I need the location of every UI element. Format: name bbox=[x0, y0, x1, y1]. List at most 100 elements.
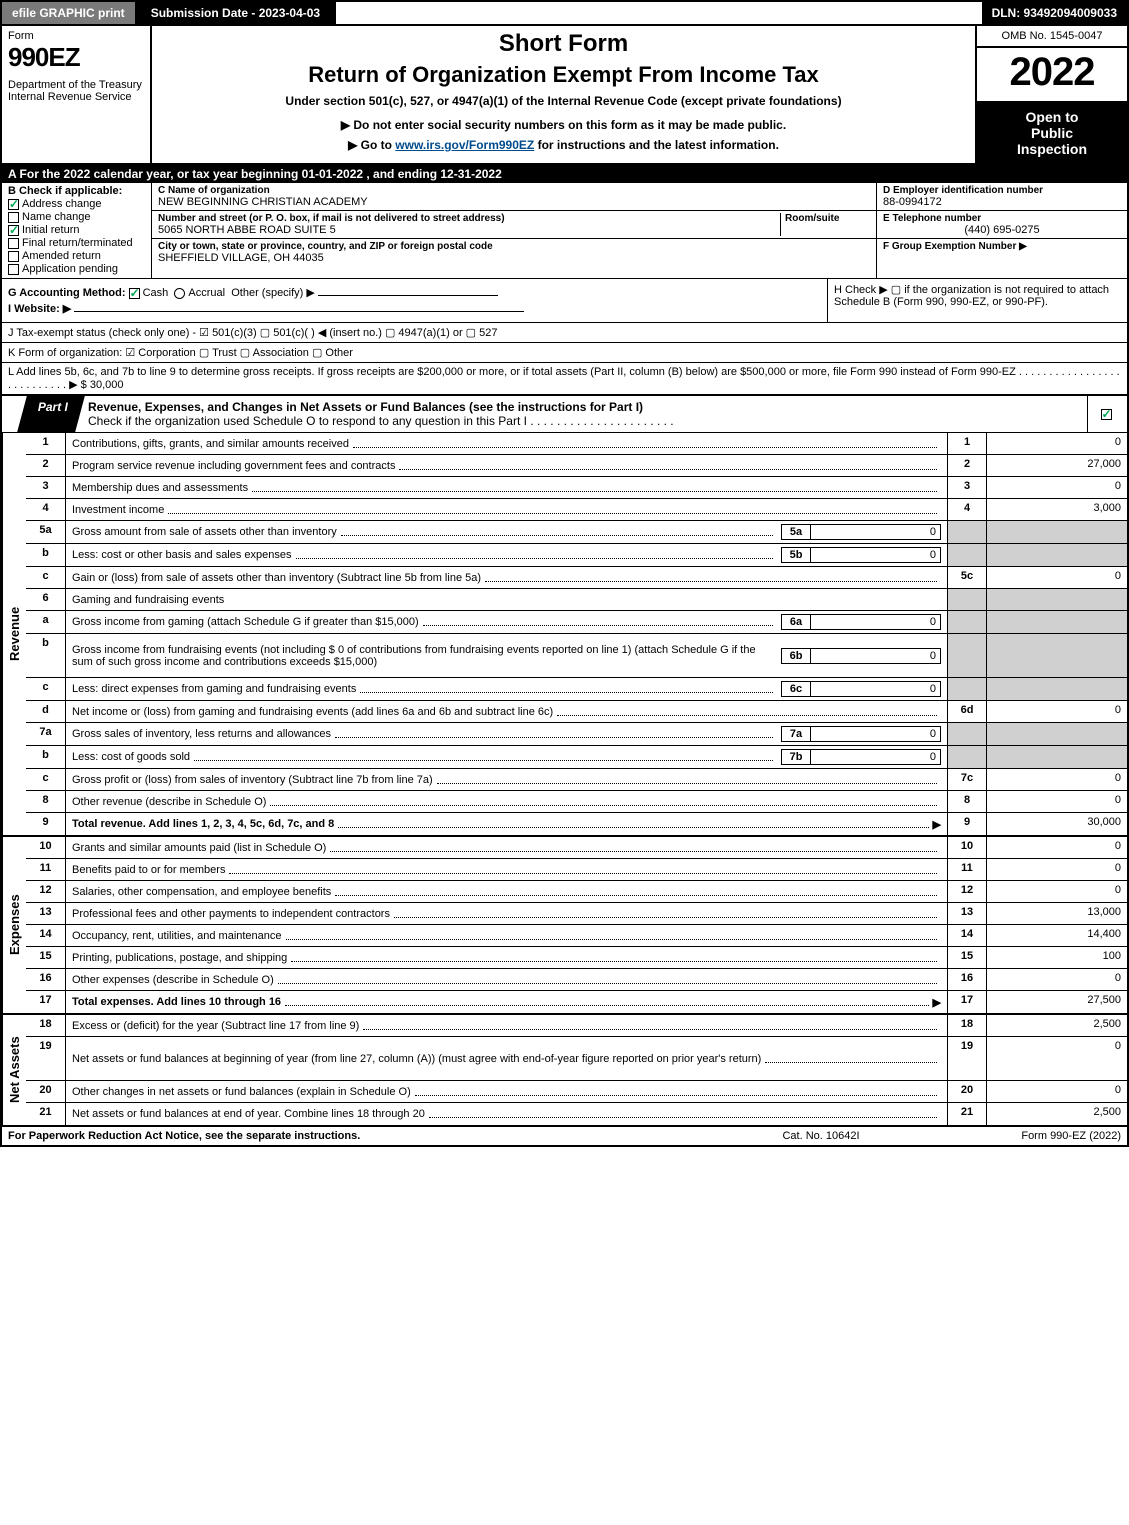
expenses-side-label: Expenses bbox=[2, 837, 26, 1013]
omb-number: OMB No. 1545-0047 bbox=[977, 26, 1127, 48]
line-description: Gross amount from sale of assets other t… bbox=[66, 521, 947, 543]
accrual-label: Accrual bbox=[188, 287, 225, 299]
result-line-number: 2 bbox=[947, 455, 987, 476]
result-amount: 0 bbox=[987, 567, 1127, 588]
result-amount: 14,400 bbox=[987, 925, 1127, 946]
group-exemption-label: F Group Exemption Number ▶ bbox=[883, 241, 1121, 252]
line-number: 3 bbox=[26, 477, 66, 498]
line-description: Gross income from fundraising events (no… bbox=[66, 634, 947, 677]
footer-mid: Cat. No. 10642I bbox=[721, 1130, 921, 1142]
line-description: Professional fees and other payments to … bbox=[66, 903, 947, 924]
line-number: c bbox=[26, 678, 66, 700]
org-city-cell: City or town, state or province, country… bbox=[152, 239, 876, 266]
table-row: 10Grants and similar amounts paid (list … bbox=[26, 837, 1127, 859]
checkbox-icon[interactable] bbox=[8, 225, 19, 236]
line-description: Less: cost or other basis and sales expe… bbox=[66, 544, 947, 566]
line-number: 21 bbox=[26, 1103, 66, 1125]
net-assets-table: 18Excess or (deficit) for the year (Subt… bbox=[26, 1015, 1127, 1125]
line-description: Grants and similar amounts paid (list in… bbox=[66, 837, 947, 858]
submission-date: Submission Date - 2023-04-03 bbox=[137, 2, 336, 24]
sub-line-number: 5a bbox=[781, 524, 811, 540]
cash-checkbox[interactable] bbox=[129, 288, 140, 299]
section-b-item-label: Name change bbox=[22, 211, 91, 223]
arrow-icon: ▶ bbox=[933, 996, 941, 1009]
table-row: bLess: cost or other basis and sales exp… bbox=[26, 544, 1127, 567]
line-description: Gaming and fundraising events bbox=[66, 589, 947, 610]
sub-amount-box: 6b0 bbox=[781, 648, 941, 664]
line-number: c bbox=[26, 567, 66, 588]
line-number: 8 bbox=[26, 791, 66, 812]
section-b-item[interactable]: Name change bbox=[8, 211, 145, 223]
table-row: 6Gaming and fundraising events bbox=[26, 589, 1127, 611]
section-b-item[interactable]: Initial return bbox=[8, 224, 145, 236]
section-b-item[interactable]: Address change bbox=[8, 198, 145, 210]
open-to-public-inspection: Open to Public Inspection bbox=[977, 103, 1127, 163]
org-street-label: Number and street (or P. O. box, if mail… bbox=[158, 213, 780, 224]
table-row: 12Salaries, other compensation, and empl… bbox=[26, 881, 1127, 903]
checkbox-icon[interactable] bbox=[8, 251, 19, 262]
table-row: 1Contributions, gifts, grants, and simil… bbox=[26, 433, 1127, 455]
page-footer: For Paperwork Reduction Act Notice, see … bbox=[0, 1127, 1129, 1147]
line-description: Gross sales of inventory, less returns a… bbox=[66, 723, 947, 745]
line-number: 20 bbox=[26, 1081, 66, 1102]
line-number: 14 bbox=[26, 925, 66, 946]
efile-print-button[interactable]: efile GRAPHIC print bbox=[2, 2, 137, 24]
result-line-number: 11 bbox=[947, 859, 987, 880]
other-specify-line[interactable] bbox=[318, 295, 498, 296]
result-line-number: 18 bbox=[947, 1015, 987, 1036]
result-line-number: 15 bbox=[947, 947, 987, 968]
line-number: 12 bbox=[26, 881, 66, 902]
result-amount: 0 bbox=[987, 477, 1127, 498]
result-amount: 13,000 bbox=[987, 903, 1127, 924]
checkbox-icon[interactable] bbox=[8, 212, 19, 223]
section-b-item[interactable]: Application pending bbox=[8, 263, 145, 275]
part-i-tab: Part I bbox=[17, 396, 85, 432]
checkbox-icon[interactable] bbox=[8, 238, 19, 249]
result-line-number: 14 bbox=[947, 925, 987, 946]
result-line-number: 21 bbox=[947, 1103, 987, 1125]
line-number: 6 bbox=[26, 589, 66, 610]
sub-line-number: 6a bbox=[781, 614, 811, 630]
section-b-item-label: Address change bbox=[22, 198, 102, 210]
line-number: 10 bbox=[26, 837, 66, 858]
result-line-number bbox=[947, 589, 987, 610]
row-a-tax-year: A For the 2022 calendar year, or tax yea… bbox=[0, 165, 1129, 183]
line-number: 15 bbox=[26, 947, 66, 968]
result-line-number bbox=[947, 544, 987, 566]
row-l-text: L Add lines 5b, 6c, and 7b to line 9 to … bbox=[8, 366, 1120, 391]
result-line-number: 10 bbox=[947, 837, 987, 858]
line-description: Other changes in net assets or fund bala… bbox=[66, 1081, 947, 1102]
result-amount bbox=[987, 521, 1127, 543]
table-row: 8Other revenue (describe in Schedule O)8… bbox=[26, 791, 1127, 813]
table-row: 5aGross amount from sale of assets other… bbox=[26, 521, 1127, 544]
part-i-checkbox[interactable] bbox=[1101, 409, 1112, 420]
line-number: 18 bbox=[26, 1015, 66, 1036]
footer-right: Form 990-EZ (2022) bbox=[921, 1130, 1121, 1142]
section-b-item[interactable]: Amended return bbox=[8, 250, 145, 262]
table-row: 11Benefits paid to or for members110 bbox=[26, 859, 1127, 881]
tax-year: 2022 bbox=[977, 48, 1127, 103]
line-description: Less: direct expenses from gaming and fu… bbox=[66, 678, 947, 700]
accrual-radio[interactable] bbox=[174, 288, 185, 299]
expenses-section: Expenses 10Grants and similar amounts pa… bbox=[0, 837, 1129, 1015]
line-number: 9 bbox=[26, 813, 66, 835]
line-number: 7a bbox=[26, 723, 66, 745]
checkbox-icon[interactable] bbox=[8, 264, 19, 275]
cash-label: Cash bbox=[143, 287, 169, 299]
irs-link[interactable]: www.irs.gov/Form990EZ bbox=[395, 138, 534, 152]
line-description: Program service revenue including govern… bbox=[66, 455, 947, 476]
section-b-item[interactable]: Final return/terminated bbox=[8, 237, 145, 249]
revenue-side-label: Revenue bbox=[2, 433, 26, 835]
result-amount: 0 bbox=[987, 433, 1127, 454]
result-amount: 100 bbox=[987, 947, 1127, 968]
result-amount bbox=[987, 544, 1127, 566]
result-amount: 0 bbox=[987, 1081, 1127, 1102]
line-number: 2 bbox=[26, 455, 66, 476]
section-bcdef: B Check if applicable: Address changeNam… bbox=[0, 183, 1129, 279]
line-description: Total revenue. Add lines 1, 2, 3, 4, 5c,… bbox=[66, 813, 947, 835]
line-description: Membership dues and assessments bbox=[66, 477, 947, 498]
result-amount: 0 bbox=[987, 837, 1127, 858]
result-line-number: 5c bbox=[947, 567, 987, 588]
website-line[interactable] bbox=[74, 311, 524, 312]
checkbox-icon[interactable] bbox=[8, 199, 19, 210]
